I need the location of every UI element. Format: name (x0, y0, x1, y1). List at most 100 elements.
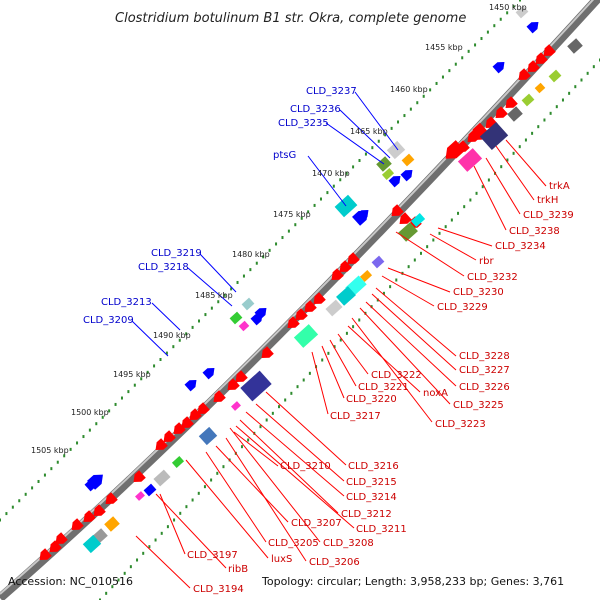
gene-label: CLD_3222 (371, 370, 422, 381)
tick-dot (0, 518, 1, 522)
tick-dot (185, 505, 188, 509)
gene-label: CLD_3221 (358, 382, 409, 393)
tick-dot (120, 396, 123, 400)
gene-box (82, 534, 102, 554)
gene-box (135, 491, 145, 501)
leader-line (437, 227, 493, 247)
gene-arrow (347, 252, 360, 265)
tick-dot (133, 383, 136, 387)
gene-label: CLD_3211 (356, 524, 407, 535)
leader-line (307, 155, 347, 207)
tick-dot (99, 598, 101, 600)
gene-arrow (287, 316, 300, 329)
gene-arrow (543, 44, 556, 57)
tick-dot (467, 49, 470, 53)
gene-arrow (71, 518, 84, 531)
tick-dot (358, 318, 361, 322)
tick-dot (450, 218, 453, 222)
tick-dot (268, 248, 271, 252)
gene-box (241, 297, 255, 311)
tick-dot (95, 422, 98, 426)
gene-box (104, 516, 120, 532)
gene-label: CLD_3239 (523, 210, 574, 221)
leader-line (205, 451, 267, 543)
leader-line (495, 145, 535, 201)
tick-dot (197, 491, 200, 495)
leader-line (429, 233, 477, 261)
tick-dot (475, 191, 478, 195)
tick-dot (413, 258, 416, 262)
tick-dot (352, 325, 355, 329)
tick-dot (512, 151, 515, 155)
tick-dot (371, 146, 374, 150)
leader-line (187, 267, 233, 307)
tick-dot (166, 525, 169, 529)
tick-dot (574, 85, 577, 89)
gene-label: CLD_3226 (459, 382, 510, 393)
tick-dot (339, 178, 342, 182)
gene-arrow (133, 470, 146, 483)
outer-dotted-track (0, 0, 521, 522)
tick-dot (117, 578, 120, 582)
gene-arrow (227, 378, 240, 391)
gene-label: CLD_3205 (268, 538, 319, 549)
tick-dot (249, 268, 252, 272)
tick-dot (419, 251, 422, 255)
leader-line (311, 351, 329, 415)
tick-dot (247, 438, 250, 442)
gene-box (198, 426, 218, 446)
gene-arrow (105, 492, 118, 505)
tick-dot (284, 398, 287, 402)
gene-label: rbr (479, 256, 494, 267)
gene-label: ribB (228, 564, 248, 575)
leader-line (329, 339, 357, 387)
tick-dot (222, 465, 225, 469)
tick-dot (499, 17, 502, 21)
tick-dot (281, 236, 284, 240)
tick-dot (255, 261, 258, 265)
leader-line (375, 287, 457, 357)
tick-dot (217, 300, 220, 304)
gene-box (410, 213, 426, 227)
leader-line (359, 307, 451, 405)
tick-dot (500, 165, 503, 169)
gene-box (548, 69, 562, 83)
leader-line (395, 231, 465, 277)
gene-label: CLD_3230 (453, 287, 504, 298)
tick-dot (345, 331, 348, 335)
tick-dot (319, 197, 322, 201)
tick-dot (108, 409, 111, 413)
tick-dot (313, 203, 316, 207)
tick-dot (592, 65, 595, 69)
tick-dot (136, 558, 139, 562)
tick-dot (448, 69, 451, 73)
gene-arrow (39, 548, 52, 561)
tick-dot (216, 471, 219, 475)
leader-line (265, 391, 347, 466)
gene-arrow (184, 379, 197, 392)
gene-label: CLD_3208 (323, 538, 374, 549)
tick-dot (146, 370, 149, 374)
tick-dot (493, 24, 496, 28)
leader-line (381, 275, 435, 307)
tick-dot (444, 225, 447, 229)
tick-dot (512, 4, 515, 8)
topology-text: Topology: circular; Length: 3,958,233 bp… (261, 575, 564, 588)
tick-dot (333, 345, 336, 349)
gene-label: CLD_3210 (280, 461, 331, 472)
gene-box (457, 148, 483, 172)
tick-dot (441, 75, 444, 79)
tick-dot (204, 313, 207, 317)
tick-dot (580, 78, 583, 82)
outer-gene-labels: CLD_3237 CLD_3236 CLD_3235 ptsG CLD_3219… (83, 86, 357, 326)
leader-line (365, 301, 457, 387)
tick-dot (101, 415, 104, 419)
tick-dot (389, 285, 392, 289)
gene-arrow (189, 408, 202, 421)
gene-label: CLD_3235 (278, 118, 329, 129)
leader-line (159, 493, 186, 555)
tick-dot (210, 478, 213, 482)
leader-line (387, 267, 451, 293)
tick-dot (382, 291, 385, 295)
